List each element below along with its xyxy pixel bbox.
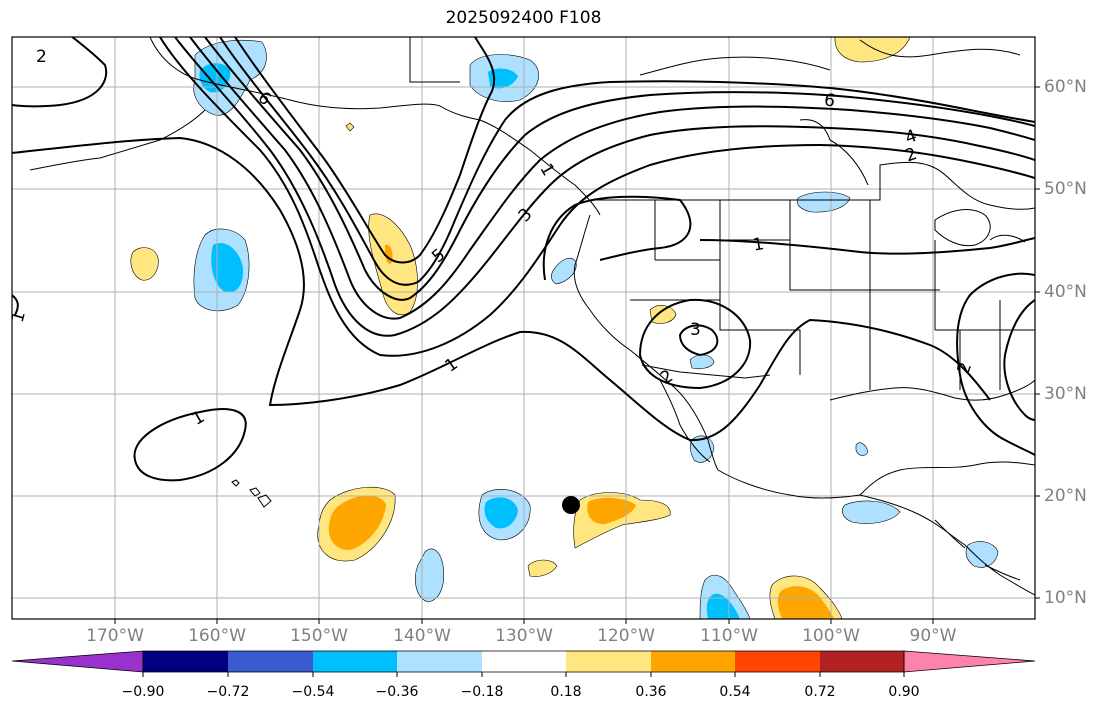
lon-label: 170°W [86,626,144,646]
lat-label: 50°N [1044,179,1087,199]
colorbar-segment [397,651,482,672]
lat-label: 40°N [1044,282,1087,302]
colorbar-segment [482,651,566,672]
location-marker [562,496,580,514]
lon-label: 140°W [393,626,451,646]
lon-label: 90°W [909,626,957,646]
colorbar-tick-label: −0.54 [291,684,335,700]
colorbar-segment [566,651,651,672]
map-title: 2025092400 F108 [445,8,602,28]
lon-label: 150°W [290,626,348,646]
colorbar-segment [313,651,397,672]
colorbar-tick-label: −0.18 [460,684,504,700]
lat-label: 20°N [1044,486,1087,506]
colorbar-tick-label: 0.54 [719,684,751,700]
lon-label: 120°W [597,626,655,646]
colorbar-tick-label: 0.90 [888,684,920,700]
colorbar-tick-label: −0.36 [375,684,419,700]
colorbar [11,650,1036,677]
colorbar-tick-label: 0.18 [550,684,582,700]
colorbar-segment [143,651,228,672]
colorbar-extend-high [903,650,1036,673]
lon-label: 110°W [700,626,758,646]
svg-text:3: 3 [690,320,701,340]
lat-label: 60°N [1044,77,1087,97]
colorbar-tick-label: −0.72 [206,684,250,700]
colorbar-segment [735,651,820,672]
coastlines [29,37,1035,596]
lat-label: 10°N [1044,588,1087,608]
colorbar-segment [228,651,313,672]
colorbar-tick-label: −0.90 [121,684,165,700]
svg-text:6: 6 [823,90,837,112]
axis-ticks [114,86,1040,624]
lon-label: 160°W [188,626,246,646]
svg-text:2: 2 [36,47,47,67]
colorbar-segment [651,651,735,672]
contour-lines [12,37,1035,482]
lon-label: 100°W [802,626,860,646]
svg-text:1: 1 [751,234,765,256]
colorbar-tick-label: 0.72 [804,684,836,700]
colorbar-extend-low [11,650,144,673]
lon-label: 130°W [495,626,553,646]
colorbar-segment [820,651,904,672]
lat-label: 30°N [1044,384,1087,404]
colorbar-tick-label: 0.36 [635,684,667,700]
anomaly-shading [130,37,999,619]
